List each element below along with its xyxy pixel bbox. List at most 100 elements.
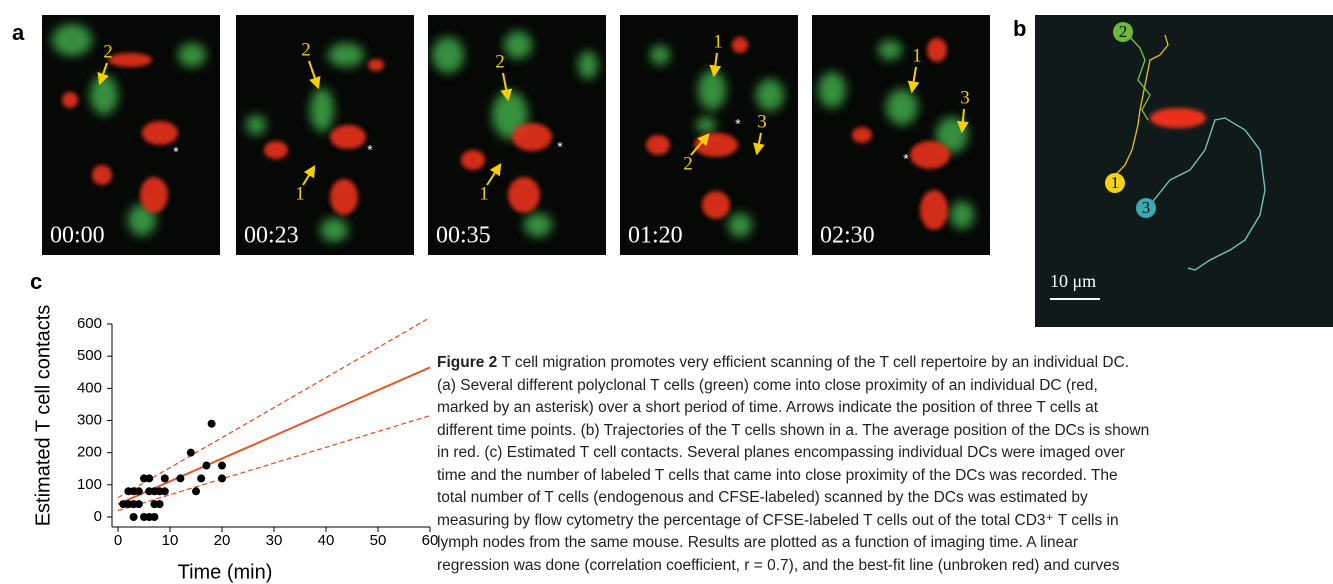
caption-text: measuring by flow cytometry the percenta…: [437, 512, 1119, 529]
green-cell: [578, 51, 598, 79]
x-tick-label: 40: [318, 532, 335, 549]
caption-line: regression was done (correlation coeffic…: [437, 555, 1333, 578]
data-point: [192, 487, 200, 495]
arrow-label: 2: [301, 39, 311, 60]
asterisk: *: [367, 142, 373, 158]
image-frame: 1 3 * 02:30: [812, 15, 990, 255]
red-cell: [646, 135, 670, 155]
arrow-label: 3: [757, 111, 767, 132]
arrow-label: 2: [683, 153, 693, 174]
timestamp: 00:35: [436, 223, 491, 249]
green-cell: [246, 115, 266, 135]
red-cell: [264, 141, 288, 159]
green-cell: [728, 213, 752, 237]
data-point: [218, 462, 226, 470]
green-cell: [328, 43, 364, 67]
arrow-label: 2: [103, 41, 113, 62]
red-cell: [920, 190, 948, 230]
caption-line: lymph nodes from the same mouse. Results…: [437, 532, 1333, 555]
caption-line: (a) Several different polyclonal T cells…: [437, 375, 1333, 398]
green-cell: [878, 40, 902, 60]
data-point: [145, 474, 153, 482]
asterisk: *: [903, 151, 909, 167]
green-cell: [320, 218, 348, 242]
timestamp: 00:00: [50, 223, 105, 249]
green-cell: [178, 43, 206, 67]
trajectory-label: 1: [1111, 173, 1120, 192]
data-point: [197, 474, 205, 482]
data-point: [161, 474, 169, 482]
timestamp: 02:30: [820, 223, 875, 249]
green-cell: [52, 24, 92, 56]
caption-line: marked by an asterisk) over a short peri…: [437, 397, 1333, 420]
caption-line: Figure 2 T cell migration promotes very …: [437, 352, 1333, 375]
arrow-label: 1: [479, 183, 489, 204]
trajectory-label: 2: [1119, 22, 1128, 41]
data-point: [161, 487, 169, 495]
green-cell: [310, 88, 334, 132]
data-point: [187, 449, 195, 457]
caption-line: time and the number of labeled T cells t…: [437, 465, 1333, 488]
data-point: [135, 500, 143, 508]
green-cell: [756, 79, 784, 111]
data-point: [208, 420, 216, 428]
green-cell: [650, 45, 670, 65]
arrow-label: 2: [495, 51, 505, 72]
arrow-label: 1: [295, 183, 305, 204]
green-cell: [524, 213, 552, 237]
panel-label: a: [12, 20, 25, 45]
red-cell: [330, 179, 358, 215]
y-tick-label: 100: [77, 476, 102, 493]
trajectory-label: 3: [1142, 198, 1151, 217]
arrow-label: 1: [713, 31, 723, 52]
red-cell: [92, 165, 112, 185]
panel-label: b: [1013, 16, 1026, 41]
red-cell: [702, 191, 730, 219]
fit-line: [118, 416, 430, 511]
red-cell: [140, 177, 168, 213]
data-point: [202, 462, 210, 470]
x-tick-label: 60: [422, 532, 439, 549]
x-tick-label: 10: [162, 532, 179, 549]
frame-background: [236, 15, 414, 255]
y-tick-label: 200: [77, 444, 102, 461]
green-cell: [432, 37, 464, 73]
x-tick-label: 20: [214, 532, 231, 549]
arrow-label: 1: [912, 45, 922, 66]
page: a b c 01002003004005006000102030405060Ti…: [0, 0, 1333, 584]
data-point: [176, 474, 184, 482]
red-cell: [142, 121, 178, 145]
red-cell: [508, 177, 540, 213]
caption-line: different time points. (b) Trajectories …: [437, 420, 1333, 443]
y-tick-label: 300: [77, 411, 102, 428]
green-cell: [950, 201, 974, 229]
caption-line: in red. (c) Estimated T cell contacts. S…: [437, 442, 1333, 465]
y-tick-label: 0: [94, 508, 102, 525]
asterisk: *: [173, 144, 179, 160]
arrow-label: 3: [960, 87, 970, 108]
red-cell: [62, 92, 78, 108]
green-cell: [696, 117, 716, 133]
caption-text: different time points. (b) Trajectories …: [437, 422, 1149, 439]
dc-position: [1150, 108, 1206, 128]
red-cell: [732, 37, 748, 53]
caption-text: total number of T cells (endogenous and …: [437, 489, 1088, 506]
image-frame: 21*00:35: [428, 15, 606, 255]
red-cell: [512, 123, 552, 151]
caption-text: lymph nodes from the same mouse. Results…: [437, 534, 1078, 551]
y-tick-label: 400: [77, 379, 102, 396]
caption-text: (a) Several different polyclonal T cells…: [437, 377, 1098, 394]
caption-line: measuring by flow cytometry the percenta…: [437, 510, 1333, 533]
asterisk: *: [735, 116, 741, 132]
data-point: [130, 513, 138, 521]
green-cell: [504, 31, 532, 59]
image-frame: 1 2 3 * 01:20: [620, 15, 798, 255]
caption-text: time and the number of labeled T cells t…: [437, 467, 1118, 484]
image-frame: 21*00:23: [236, 15, 414, 255]
green-cell: [90, 75, 118, 115]
red-cell: [330, 125, 366, 149]
timestamp: 01:20: [628, 223, 683, 249]
caption-line: total number of T cells (endogenous and …: [437, 487, 1333, 510]
x-tick-label: 50: [370, 532, 387, 549]
